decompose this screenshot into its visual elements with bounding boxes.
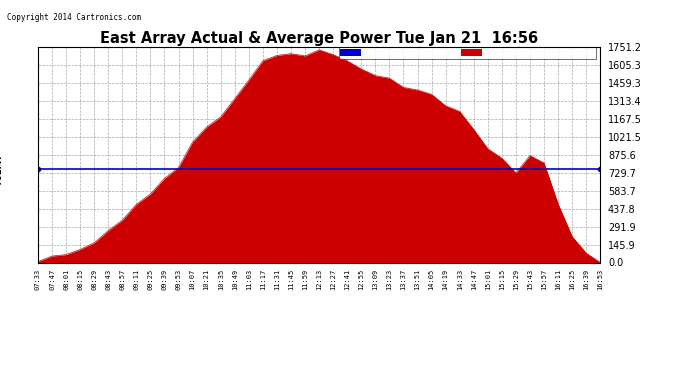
Legend: Average  (DC Watts), East Array  (DC Watts): Average (DC Watts), East Array (DC Watts… xyxy=(339,47,596,59)
Text: 761.47: 761.47 xyxy=(0,153,3,185)
Text: Copyright 2014 Cartronics.com: Copyright 2014 Cartronics.com xyxy=(7,13,141,22)
Title: East Array Actual & Average Power Tue Jan 21  16:56: East Array Actual & Average Power Tue Ja… xyxy=(100,31,538,46)
